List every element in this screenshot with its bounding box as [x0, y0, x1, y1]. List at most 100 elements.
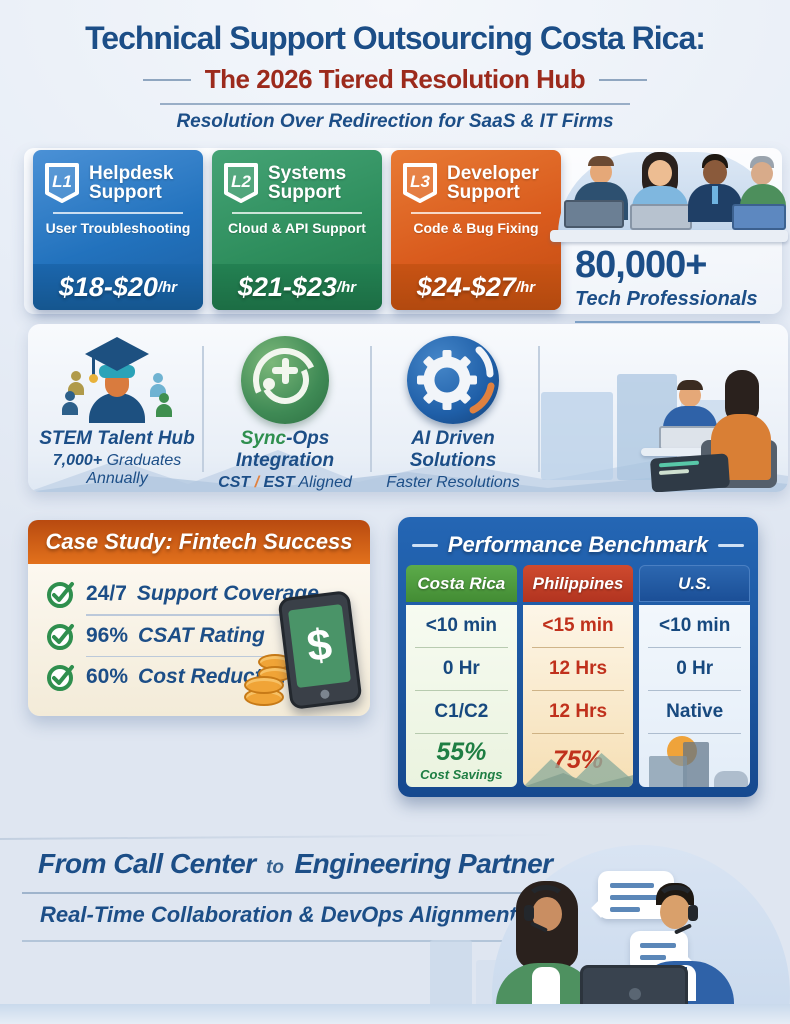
- benchmark-title: Performance Benchmark: [447, 532, 709, 557]
- tier-rate: $18-$20: [58, 271, 158, 302]
- check-icon: [47, 623, 74, 650]
- building: [430, 940, 472, 1010]
- feature-stem: STEM Talent Hub 7,000+ Graduates Annuall…: [36, 334, 198, 489]
- column-header: Costa Rica: [406, 565, 517, 602]
- headset-icon: [688, 905, 698, 921]
- tier-name: Systems Support: [268, 162, 347, 203]
- feature-detail: CST / EST Aligned: [204, 474, 366, 492]
- column-header: U.S.: [639, 565, 751, 602]
- case-separator: [86, 655, 296, 657]
- talent-label: Tech Professionals: [575, 288, 758, 310]
- tier-rate-band: $18-$20 /hr: [33, 264, 203, 310]
- graduate-icon: [36, 334, 198, 426]
- feature-title: STEM Talent Hub: [39, 428, 195, 449]
- feature-detail-strong: CST: [218, 474, 251, 491]
- benchmark-col-costa-rica: Costa Rica <10 min 0 Hr C1/C2 55% Cost S…: [406, 565, 517, 787]
- person-hair: [677, 380, 703, 390]
- feature-syncops: Sync-Ops Integration CST / EST Aligned: [204, 334, 366, 492]
- case-separator: [86, 614, 296, 616]
- case-item: 60% Cost Reduction: [46, 657, 358, 697]
- l3-badge-icon: L3: [403, 163, 437, 203]
- page-subtitle: The 2026 Tiered Resolution Hub: [204, 64, 586, 94]
- benchmark-cell: C1/C2: [434, 700, 489, 722]
- tier-divider: [411, 212, 541, 214]
- check-icon: [47, 665, 74, 691]
- benchmark-cell: 0 Hr: [442, 657, 480, 679]
- tier-name: Helpdesk Support: [89, 162, 174, 203]
- svg-text:L2: L2: [231, 172, 251, 191]
- benchmark-cell: 55% Cost Savings: [406, 734, 517, 787]
- case-item-rest: CSAT Rating: [138, 623, 265, 647]
- feature-detail-rest: Aligned: [298, 474, 352, 491]
- feature-divider: [202, 346, 204, 472]
- tier-rate: $24-$27: [416, 271, 516, 302]
- case-study-header: Case Study: Fintech Success: [28, 520, 370, 564]
- coins-icon: [244, 676, 284, 694]
- gear-icon: [372, 334, 534, 426]
- team-illustration: [550, 150, 788, 244]
- tier-divider: [53, 212, 183, 214]
- divider-dash: [599, 78, 648, 81]
- case-item-lead: 24/7: [86, 582, 127, 605]
- tier-cards: L1 Helpdesk Support User Troubleshooting…: [33, 150, 561, 310]
- benchmark-columns: Costa Rica <10 min 0 Hr C1/C2 55% Cost S…: [406, 565, 751, 787]
- svg-text:L1: L1: [52, 172, 72, 191]
- mountains-graphic: [522, 753, 634, 787]
- feature-title-accent: Sync: [240, 428, 287, 449]
- floor-band: [0, 1004, 790, 1024]
- footer-rule: [22, 892, 582, 894]
- benchmark-cell: <10 min: [425, 614, 497, 636]
- tier-rate-band: $24-$27 /hr: [391, 264, 561, 310]
- laptop-logo: [629, 988, 641, 1000]
- benchmark-col-philippines: Philippines <15 min 12 Hrs 12 Hrs 75%: [522, 565, 634, 787]
- tagline: Resolution Over Redirection for SaaS & I…: [176, 111, 614, 132]
- page-title: Technical Support Outsourcing Costa Rica…: [85, 20, 706, 56]
- header: Technical Support Outsourcing Costa Rica…: [0, 20, 790, 133]
- feature-detail: 7,000+ Graduates Annually: [36, 452, 198, 489]
- benchmark-cell: 12 Hrs: [548, 657, 608, 679]
- feature-ai: AI Driven Solutions Faster Resolutions: [372, 334, 534, 492]
- benchmark-cell: <15 min: [542, 614, 614, 636]
- case-item-lead: 60%: [86, 665, 129, 688]
- footer-divider: [0, 834, 561, 840]
- case-study-card: Case Study: Fintech Success 24/7 Support…: [28, 520, 370, 716]
- feature-divider: [538, 346, 540, 472]
- office-illustration: [533, 344, 783, 492]
- case-item-lead: 96%: [86, 623, 129, 647]
- benchmark-col-us: U.S. <10 min 0 Hr Native: [639, 565, 751, 787]
- sync-arrows-icon: [204, 334, 366, 426]
- case-item-rest: Support Coverage: [136, 582, 319, 605]
- benchmark-titlebar: Performance Benchmark: [406, 525, 750, 565]
- dollar-symbol: $: [304, 619, 335, 672]
- footer-title-lead: From Call Center: [38, 848, 256, 879]
- talent-stat: 80,000+ Tech Professionals: [575, 244, 760, 323]
- desk: [550, 230, 788, 242]
- talent-value: 80,000+: [575, 244, 707, 286]
- mountains-graphic: [28, 450, 788, 492]
- feature-title: Sync-Ops Integration: [204, 428, 366, 472]
- laptop-icon: [630, 204, 692, 230]
- headset-icon: [526, 885, 566, 915]
- l1-badge-icon: L1: [45, 163, 79, 203]
- benchmark-highlight: 55%: [436, 738, 487, 767]
- footer-subtitle: Real-Time Collaboration & DevOps Alignme…: [40, 902, 517, 927]
- feature-detail-strong: EST: [263, 474, 295, 491]
- tier-rate-unit: /hr: [515, 278, 536, 296]
- agent-shirt: [532, 967, 560, 1007]
- dash: [411, 543, 438, 547]
- footer-title-conj: to: [266, 857, 284, 878]
- feature-detail-separator: /: [254, 474, 260, 491]
- dash: [718, 543, 745, 547]
- headset-icon: [656, 885, 696, 915]
- tier-rate: $21-$23: [237, 271, 337, 302]
- building: [541, 392, 613, 480]
- support-agents-illustration: [430, 845, 790, 1024]
- benchmark-cell: 12 Hrs: [548, 700, 608, 722]
- desk: [641, 448, 757, 456]
- feature-title: AI Driven Solutions: [409, 428, 497, 471]
- feature-detail-strong: 7,000+: [52, 452, 103, 469]
- footer-rule: [22, 940, 542, 942]
- laptop-icon: [732, 204, 786, 230]
- person-head: [751, 162, 773, 185]
